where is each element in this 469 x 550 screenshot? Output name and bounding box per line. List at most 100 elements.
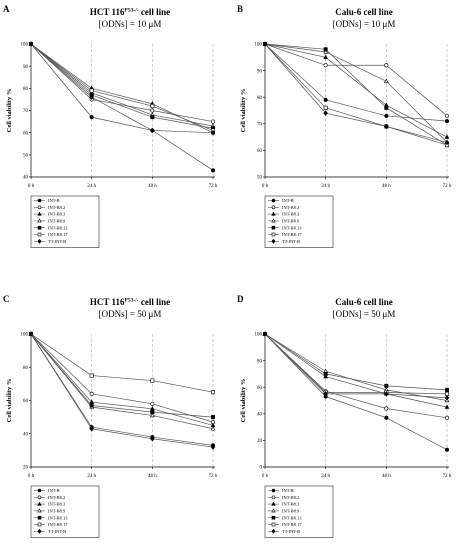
data-point	[150, 108, 155, 113]
data-point	[211, 168, 216, 173]
chart-subtitle: [ODNs] = 50 μM	[333, 309, 396, 319]
data-point	[384, 105, 389, 110]
data-point	[384, 123, 389, 130]
y-tick-label: 80	[23, 87, 29, 92]
data-point	[384, 391, 389, 397]
legend-label: INT-B8.2	[48, 495, 65, 500]
series-line-int-b8-9	[30, 43, 214, 127]
x-tick-label: 24 h	[321, 474, 330, 479]
legend-label: INT-B8.9	[48, 219, 66, 224]
data-point	[211, 415, 216, 420]
chart-title: HCT 116P53-/- cell line	[90, 7, 170, 17]
legend-label: INT-B8.17	[282, 522, 302, 527]
series-line-int-b8-13	[264, 43, 448, 146]
data-point	[150, 436, 155, 442]
legend-marker	[37, 238, 42, 244]
series-line-int-b8-17	[30, 333, 214, 393]
y-tick-label: 90	[23, 65, 29, 70]
data-point	[28, 41, 34, 47]
legend-marker	[37, 528, 42, 534]
legend-marker	[37, 495, 42, 500]
data-point	[150, 127, 155, 134]
x-tick-label: 24 h	[321, 184, 330, 189]
y-tick-label: 80	[257, 359, 263, 364]
data-point	[383, 78, 389, 83]
x-tick-label: 24 h	[87, 184, 96, 189]
data-point	[445, 119, 450, 124]
y-tick-label: 40	[23, 176, 29, 181]
legend-marker	[271, 495, 276, 500]
legend-marker	[271, 501, 276, 506]
series-line-int-b8-2	[30, 333, 214, 423]
y-tick-label: 70	[23, 109, 29, 114]
series-line-int-b8-2	[264, 43, 448, 117]
panel-label: A	[3, 4, 10, 14]
series-line-int-b8-3	[264, 43, 448, 138]
legend-marker	[37, 205, 42, 210]
data-point	[323, 373, 329, 379]
y-axis-label: Cell viability %	[240, 379, 247, 423]
y-axis-label: Cell viability %	[6, 379, 13, 423]
data-point	[444, 404, 450, 409]
legend-label: INT-B8.9	[48, 509, 66, 514]
series-line-int-b8-9	[264, 333, 448, 401]
series-line-int-b8-9	[30, 333, 214, 430]
x-tick-label: 0 h	[262, 184, 269, 189]
series-line-tt-int-b	[30, 333, 214, 448]
series-line-int-b	[264, 333, 448, 451]
data-point	[323, 47, 328, 52]
y-axis-label: Cell viability %	[240, 89, 247, 133]
chart-title: Calu-6 cell line	[335, 7, 393, 17]
series-line-tt-int-b	[264, 43, 448, 143]
y-tick-label: 100	[255, 333, 263, 338]
y-tick-label: 100	[21, 333, 29, 338]
data-point	[445, 415, 450, 420]
y-tick-label: 20	[257, 439, 263, 444]
data-point	[89, 94, 94, 100]
legend-marker	[271, 522, 276, 527]
data-point	[445, 447, 450, 452]
series-line-tt-int-b	[264, 333, 448, 399]
data-point	[262, 41, 268, 47]
y-tick-label: 60	[257, 386, 263, 391]
legend-marker	[271, 218, 276, 223]
legend-marker	[37, 488, 42, 493]
legend-marker	[37, 211, 42, 216]
legend-marker	[271, 198, 276, 203]
y-tick-label: 50	[257, 176, 263, 181]
data-point	[150, 378, 155, 383]
series-line-int-b8-17	[264, 333, 448, 395]
data-point	[150, 115, 155, 120]
series-line-int-b8-3	[30, 333, 214, 426]
legend-marker	[271, 528, 276, 534]
y-tick-label: 40	[23, 432, 29, 437]
data-point	[89, 88, 94, 93]
x-tick-label: 48 h	[148, 184, 157, 189]
legend-label: INT-B8.9	[282, 219, 300, 224]
data-point	[89, 426, 94, 432]
panel-label: B	[237, 4, 243, 14]
legend-label: TT-INT-B	[282, 239, 300, 244]
legend-label: TT-INT-B	[282, 529, 300, 534]
legend-marker	[37, 522, 42, 527]
legend-label: INT-B8.17	[282, 232, 302, 237]
legend-marker	[37, 501, 42, 506]
legend-label: INT-B8.13	[282, 225, 302, 230]
legend-label: INT-B8.13	[48, 515, 68, 520]
legend-marker	[37, 515, 42, 520]
series-line-int-b8-17	[264, 43, 448, 146]
legend-marker	[271, 515, 276, 520]
legend-marker	[37, 232, 42, 237]
data-point	[445, 113, 450, 118]
x-tick-label: 72 h	[209, 474, 218, 479]
data-point	[89, 403, 94, 408]
chart-subtitle: [ODNs] = 50 μM	[99, 309, 162, 319]
data-point	[323, 63, 328, 68]
legend-box	[30, 195, 100, 248]
series-line-int-b8-13	[264, 333, 448, 391]
x-tick-label: 72 h	[209, 184, 218, 189]
data-point	[323, 371, 328, 376]
x-tick-label: 72 h	[443, 184, 452, 189]
panel-label: C	[3, 294, 10, 304]
data-point	[323, 97, 328, 102]
